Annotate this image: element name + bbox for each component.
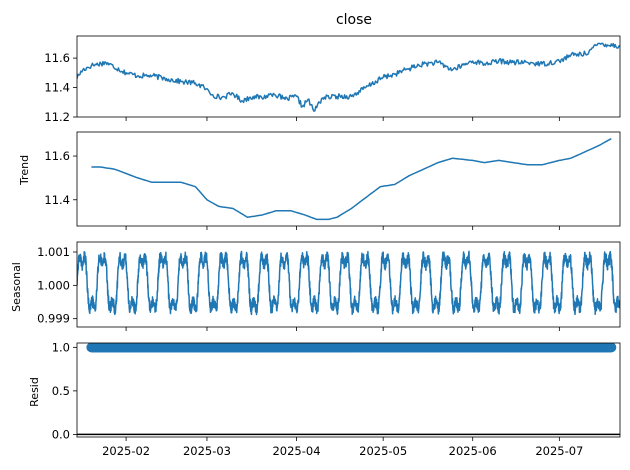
panels: 11.211.411.611.411.60.9991.0001.0010.00.…: [37, 35, 621, 458]
ytick-label: 1.000: [37, 278, 70, 292]
plot-area-trend: [91, 137, 612, 221]
panel-close: 11.2 11.4 11.6: [44, 35, 621, 124]
ytick-label: 1.0: [52, 340, 70, 354]
xtick-label: 2025-04: [272, 444, 320, 458]
plot-area-seasonal: [77, 250, 620, 316]
resid-points: [86, 343, 617, 353]
trend-ylabel: Trend: [18, 155, 31, 186]
axes-frame-resid: [76, 342, 621, 438]
ytick-label: 11.6: [44, 51, 70, 65]
axes-frame-trend: [76, 131, 621, 227]
axes-frame-close: [76, 35, 621, 118]
resid-point: [606, 343, 617, 353]
ytick-label: 11.4: [44, 193, 70, 207]
ytick-label: 1.001: [37, 245, 70, 259]
xtick-label: 2025-03: [183, 444, 231, 458]
chart-title: close: [336, 12, 372, 28]
ytick-label: 0.999: [37, 312, 70, 326]
ytick-label: 0.0: [52, 427, 70, 441]
ytick-label: 0.5: [52, 384, 70, 398]
plot-area-close: [77, 42, 620, 112]
ytick-label: 11.2: [44, 110, 70, 124]
trend-series-line: [91, 137, 612, 221]
ytick-label: 11.6: [44, 149, 70, 163]
plot-area-resid: [77, 343, 620, 436]
close-series-line: [77, 42, 620, 112]
panel-resid: 0.0 0.5 1.0 2025-02 2025-03 2025-04 2025-05 202…: [52, 340, 621, 458]
seasonal-ylabel: Seasonal: [10, 262, 23, 312]
panel-seasonal: 0.999 1.000 1.001: [37, 241, 621, 331]
xtick-label: 2025-07: [535, 444, 583, 458]
panel-trend: 11.4 11.6: [44, 131, 621, 230]
ytick-label: 11.4: [44, 81, 70, 95]
seasonal-series-line: [77, 250, 620, 316]
xtick-label: 2025-05: [359, 444, 407, 458]
resid-ylabel: Resid: [28, 377, 41, 407]
xtick-label: 2025-06: [449, 444, 497, 458]
xtick-label: 2025-02: [102, 444, 150, 458]
axes-frame-seasonal: [76, 241, 621, 328]
